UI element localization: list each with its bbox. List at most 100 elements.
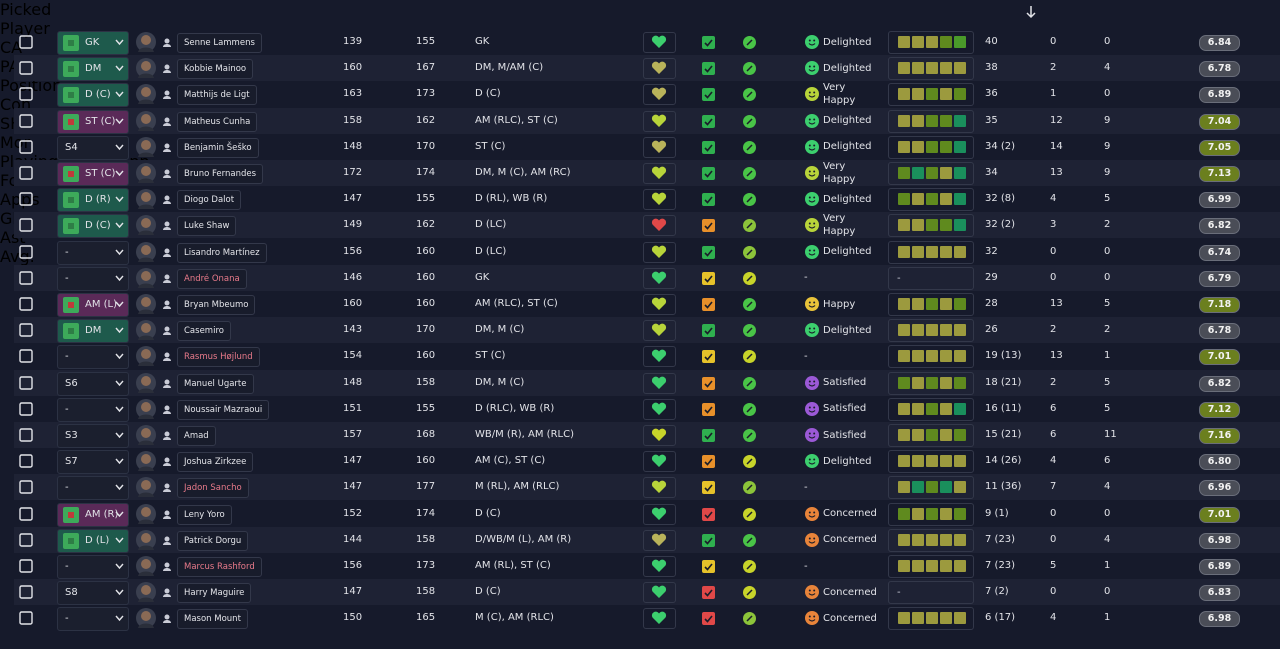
table-row[interactable]: - Jadon Sancho 147 177 M (RL), AM (RLC) - 11 (…: [14, 474, 1280, 501]
player-name[interactable]: Manuel Ugarte: [177, 373, 254, 394]
table-row[interactable]: S6 Manuel Ugarte 148 158 DM, M (C) Satisfied 1…: [14, 369, 1280, 396]
picked-dropdown[interactable]: DM: [57, 319, 129, 344]
column-header[interactable]: Picked: [0, 0, 52, 19]
player-name[interactable]: Bryan Mbeumo: [177, 295, 256, 315]
player-name[interactable]: Luke Shaw: [177, 216, 237, 237]
pa: 160: [416, 455, 436, 467]
goals: 13: [1050, 167, 1063, 178]
shp-icon: [702, 455, 715, 469]
pa: 158: [416, 376, 436, 388]
table-row[interactable]: - Rasmus Højlund 154 160 ST (C) - 19 (13) 13 1 7.…: [14, 343, 1280, 370]
form-square: [954, 140, 966, 153]
picked-dropdown[interactable]: ST (C): [57, 109, 129, 134]
table-row[interactable]: - Mason Mount 150 165 M (C), AM (RLC) Concern…: [14, 605, 1280, 632]
player-name[interactable]: Mason Mount: [177, 609, 248, 630]
player-name[interactable]: Harry Maguire: [177, 583, 252, 604]
picked-dropdown[interactable]: S6: [57, 371, 129, 396]
table-row[interactable]: GK Senne Lammens 139 155 GK Delighted 40 0 0 6.84: [14, 29, 1280, 55]
player-name[interactable]: Rasmus Højlund: [177, 347, 260, 368]
player-name[interactable]: Noussair Mazraoui: [177, 399, 270, 420]
picked-label: S8: [65, 587, 78, 599]
checkbox: [19, 506, 33, 521]
column-header[interactable]: CA: [0, 38, 23, 57]
table-row[interactable]: S7 Joshua Zirkzee 147 160 AM (C), ST (C) Deli…: [14, 448, 1280, 475]
table-row[interactable]: D (C) Luke Shaw 149 162 D (LC) Very Happy 32 (…: [14, 212, 1280, 239]
player-name[interactable]: Benjamin Šeško: [177, 137, 259, 158]
picked-dropdown[interactable]: -: [57, 345, 129, 370]
form-square: [898, 62, 910, 75]
picked-dropdown[interactable]: D (R): [57, 188, 129, 213]
table-row[interactable]: S8 Harry Maguire 147 158 D (C) Concerned - 7 (2…: [14, 579, 1280, 606]
picked-dropdown[interactable]: D (C): [57, 83, 129, 108]
playing-time-happiness: Delighted: [804, 448, 872, 474]
player-name[interactable]: Joshua Zirkzee: [177, 452, 254, 473]
form-box: [888, 555, 974, 578]
picked-dropdown[interactable]: S4: [57, 135, 129, 160]
form-label: -: [897, 272, 901, 284]
player-name[interactable]: Marcus Rashford: [177, 557, 262, 577]
picked-dropdown[interactable]: -: [57, 476, 129, 501]
player-name[interactable]: Leny Yoro: [177, 504, 232, 525]
happiness-emoji: [805, 192, 819, 207]
table-row[interactable]: ST (C) Bruno Fernandes 172 174 DM, M (C), AM…: [14, 160, 1280, 186]
column-header[interactable]: Mor: [0, 133, 31, 152]
table-row[interactable]: DM Casemiro 143 170 DM, M (C) Delighted 26 2 2 6.…: [14, 317, 1280, 344]
table-row[interactable]: DM Kobbie Mainoo 160 167 DM, M/AM (C) Delight…: [14, 55, 1280, 82]
player-name[interactable]: Amad: [177, 426, 216, 446]
picked-dropdown[interactable]: -: [57, 397, 129, 422]
player-name[interactable]: Bruno Fernandes: [177, 164, 264, 184]
column-header[interactable]: Player: [0, 19, 50, 38]
ca: 143: [343, 324, 363, 336]
picked-dropdown[interactable]: D (C): [57, 214, 129, 239]
table-row[interactable]: - Noussair Mazraoui 151 155 D (RLC), WB (R) S…: [14, 396, 1280, 422]
apps: 34 (2): [985, 140, 1016, 152]
form-square: [940, 167, 952, 179]
table-row[interactable]: - André Onana 146 160 GK - - 29 0 0 6.79: [14, 264, 1280, 291]
player-name[interactable]: Casemiro: [177, 321, 231, 342]
checkbox: [19, 349, 33, 364]
player-name[interactable]: Matthijs de Ligt: [177, 85, 257, 106]
column-header[interactable]: Avg.: [0, 247, 35, 266]
table-row[interactable]: S4 Benjamin Šeško 148 170 ST (C) Delighted 34 …: [14, 134, 1280, 160]
picked-dropdown[interactable]: S8: [57, 581, 129, 606]
table-row[interactable]: - Lisandro Martínez 156 160 D (LC) Delighted 3…: [14, 239, 1280, 265]
player-name[interactable]: Lisandro Martínez: [177, 242, 267, 263]
picked-dropdown[interactable]: AM (L): [57, 293, 129, 317]
form-square: [926, 245, 938, 258]
picked-dropdown[interactable]: ST (C): [57, 162, 129, 186]
picked-dropdown[interactable]: S7: [57, 450, 129, 475]
table-row[interactable]: AM (R) Leny Yoro 152 174 D (C) Concerned 9 (1)…: [14, 501, 1280, 527]
player-name[interactable]: Diogo Dalot: [177, 190, 242, 211]
table-row[interactable]: D (R) Diogo Dalot 147 155 D (RL), WB (R) Deli…: [14, 186, 1280, 213]
table-row[interactable]: ST (C) Matheus Cunha 158 162 AM (RLC), ST (C…: [14, 107, 1280, 134]
table-row[interactable]: - Marcus Rashford 156 173 AM (RL), ST (C) - 7 …: [14, 553, 1280, 579]
picked-dropdown[interactable]: -: [57, 555, 129, 579]
agent-icon: [163, 352, 171, 362]
player-name[interactable]: André Onana: [177, 268, 247, 289]
sort-arrow[interactable]: [1025, 5, 1037, 19]
table-row[interactable]: D (C) Matthijs de Ligt 163 173 D (C) Very Hap…: [14, 81, 1280, 108]
agent-icon: [163, 405, 171, 414]
table-row[interactable]: S3 Amad 157 168 WB/M (R), AM (RLC) Satisfied 1…: [14, 422, 1280, 448]
position: ST (C): [475, 350, 506, 362]
picked-dropdown[interactable]: D (L): [57, 528, 129, 553]
picked-dropdown[interactable]: GK: [57, 31, 129, 55]
player-name[interactable]: Patrick Dorgu: [177, 530, 249, 551]
table-row[interactable]: AM (L) Bryan Mbeumo 160 160 AM (RLC), ST (C)…: [14, 291, 1280, 317]
player-name[interactable]: Matheus Cunha: [177, 111, 258, 132]
picked-dropdown[interactable]: -: [57, 607, 129, 632]
player-name[interactable]: Kobbie Mainoo: [177, 59, 254, 80]
player-name[interactable]: Jadon Sancho: [177, 478, 249, 499]
happiness-emoji: [805, 375, 819, 390]
picked-dropdown[interactable]: S3: [57, 424, 129, 448]
picked-dropdown[interactable]: -: [57, 240, 129, 265]
agent-icon: [163, 457, 171, 467]
table-row[interactable]: D (L) Patrick Dorgu 144 158 D/WB/M (L), AM (…: [14, 526, 1280, 553]
player-name[interactable]: Senne Lammens: [177, 33, 262, 53]
agent-icon: [163, 326, 171, 336]
form-square: [926, 36, 938, 48]
picked-dropdown[interactable]: DM: [57, 57, 129, 82]
picked-dropdown[interactable]: -: [57, 266, 129, 291]
picked-dropdown[interactable]: AM (R): [57, 502, 129, 527]
condition-icon: [651, 219, 667, 232]
